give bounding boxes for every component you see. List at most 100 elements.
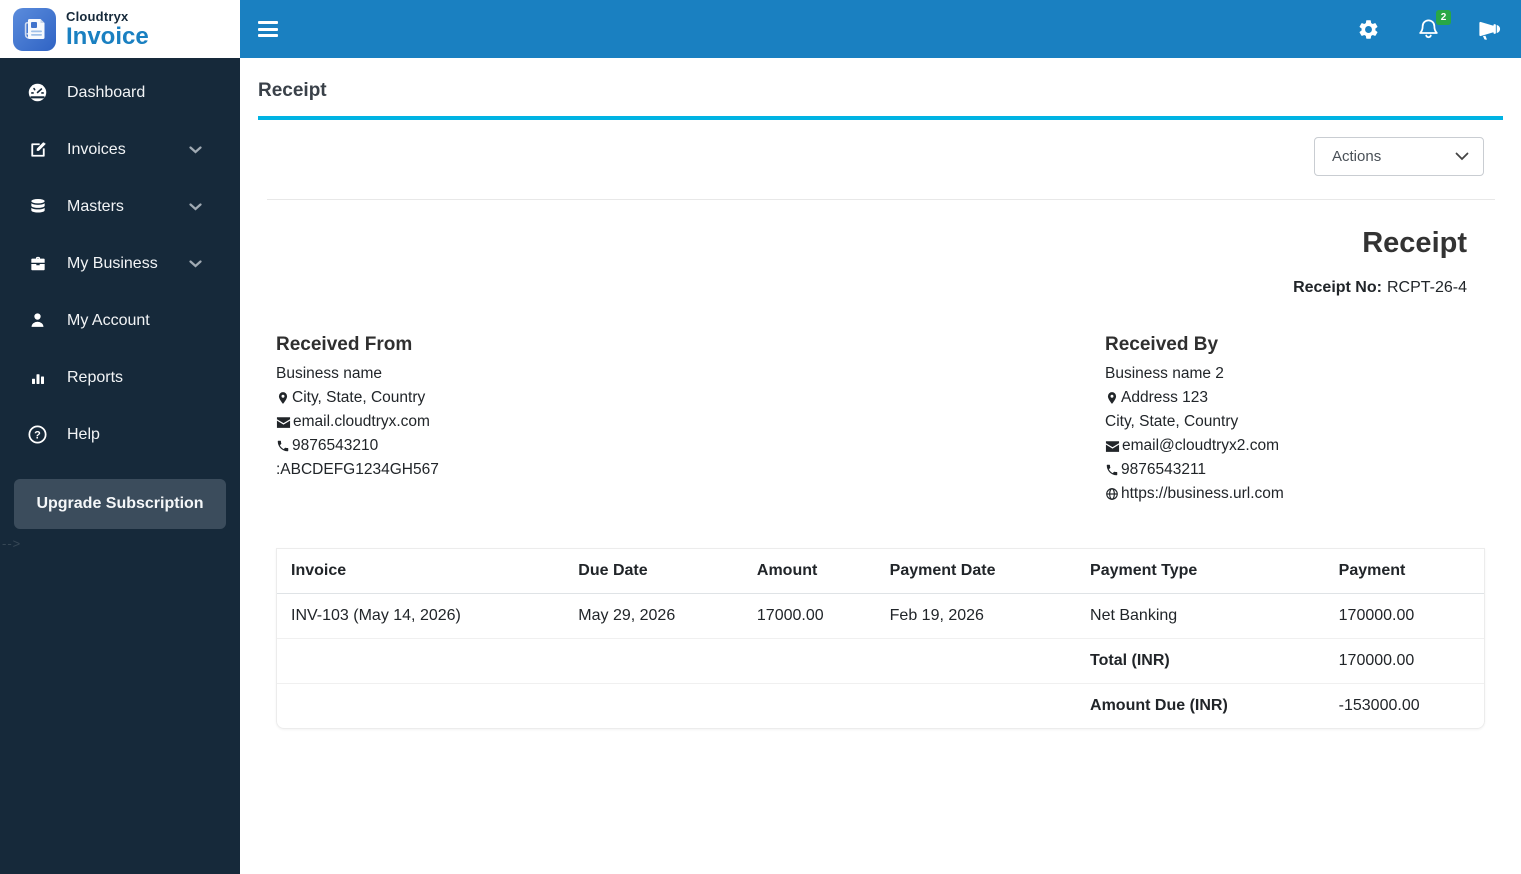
- amount-due-row: Amount Due (INR) -153000.00: [277, 684, 1484, 728]
- chevron-down-icon: [1455, 148, 1469, 165]
- col-due-date: Due Date: [564, 549, 743, 594]
- briefcase-icon: [27, 253, 48, 274]
- settings-gear-icon[interactable]: [1357, 18, 1380, 41]
- chevron-down-icon: [189, 198, 202, 216]
- cell-due-date: May 29, 2026: [564, 594, 743, 639]
- cell-amount: 17000.00: [742, 594, 876, 639]
- section-divider: [267, 199, 1495, 200]
- total-label: Total (INR): [1076, 639, 1325, 684]
- bar-chart-icon: [27, 367, 48, 388]
- total-value: 170000.00: [1324, 639, 1484, 684]
- table-row: INV-103 (May 14, 2026) May 29, 2026 1700…: [277, 594, 1484, 639]
- email-line: email.cloudtryx.com: [276, 410, 656, 434]
- comment-artifact-text: -->: [2, 536, 22, 551]
- received-by-block: Received By Business name 2 Address 123 …: [1105, 334, 1485, 506]
- receipt-number-label: Receipt No:: [1293, 279, 1382, 296]
- sidebar-item-masters[interactable]: Masters: [0, 178, 240, 235]
- sidebar-item-label: Invoices: [67, 140, 126, 158]
- brand-header: Cloudtryx Invoice: [0, 0, 240, 58]
- receipt-toolbar: Actions: [240, 120, 1521, 176]
- brand-name-bottom: Invoice: [66, 22, 149, 50]
- page-title: Receipt: [258, 80, 327, 101]
- help-circle-icon: ?: [27, 424, 48, 445]
- chevron-down-icon: [189, 141, 202, 159]
- phone-line: 9876543211: [1105, 458, 1485, 482]
- address-line: Address 123: [1105, 386, 1485, 410]
- address-line-2: City, State, Country: [1105, 413, 1239, 430]
- upgrade-subscription-button[interactable]: Upgrade Subscription: [14, 479, 226, 529]
- col-payment: Payment: [1324, 549, 1484, 594]
- brand-name: Cloudtryx Invoice: [66, 10, 149, 49]
- topbar: 2: [240, 0, 1521, 58]
- phone-icon: [1106, 464, 1118, 476]
- sidebar: Cloudtryx Invoice Dashboard Invoices: [0, 0, 240, 874]
- main-column: 2 Receipt Actions: [240, 0, 1521, 874]
- address-line: City, State, Country: [276, 386, 656, 410]
- menu-toggle-icon[interactable]: [258, 21, 278, 37]
- sidebar-item-label: My Business: [67, 254, 158, 272]
- sidebar-item-label: My Account: [67, 311, 150, 329]
- received-from-block: Received From Business name City, State,…: [276, 334, 656, 506]
- sidebar-item-my-business[interactable]: My Business: [0, 235, 240, 292]
- svg-text:?: ?: [34, 429, 41, 441]
- email-line: email@cloudtryx2.com: [1105, 434, 1485, 458]
- map-pin-icon: [278, 392, 288, 404]
- sidebar-item-label: Dashboard: [67, 83, 146, 101]
- announcements-megaphone-icon[interactable]: [1477, 16, 1503, 42]
- envelope-icon: [1105, 440, 1120, 452]
- phone-line: 9876543210: [276, 434, 656, 458]
- app-logo-icon: [13, 7, 56, 51]
- receipt-number-value: RCPT-26-4: [1386, 279, 1467, 296]
- tax-id-line: :ABCDEFG1234GH567: [276, 461, 439, 478]
- sidebar-item-label: Help: [67, 425, 100, 443]
- sidebar-item-help[interactable]: ? Help: [0, 406, 240, 463]
- business-name: Business name 2: [1105, 365, 1224, 382]
- envelope-icon: [276, 416, 291, 428]
- table-header-row: Invoice Due Date Amount Payment Date Pay…: [277, 549, 1484, 594]
- accent-divider: [258, 116, 1503, 120]
- chevron-down-icon: [189, 255, 202, 273]
- website-line: https://business.url.com: [1105, 482, 1485, 506]
- sidebar-item-my-account[interactable]: My Account: [0, 292, 240, 349]
- content-area: Receipt Actions Receipt Receipt No: RCPT-…: [240, 58, 1521, 874]
- receipt-document: Receipt Receipt No: RCPT-26-4 Received Fr…: [240, 227, 1521, 729]
- cell-invoice: INV-103 (May 14, 2026): [277, 594, 565, 639]
- col-payment-date: Payment Date: [875, 549, 1077, 594]
- database-icon: [27, 196, 48, 217]
- sidebar-item-label: Masters: [67, 197, 124, 215]
- received-from-heading: Received From: [276, 334, 413, 355]
- notifications-bell-icon[interactable]: 2: [1416, 9, 1451, 42]
- topbar-actions: 2: [1357, 9, 1503, 42]
- receipt-number-line: Receipt No: RCPT-26-4: [276, 279, 1485, 297]
- payments-table: Invoice Due Date Amount Payment Date Pay…: [276, 548, 1485, 729]
- sidebar-item-invoices[interactable]: Invoices: [0, 121, 240, 178]
- cell-payment-date: Feb 19, 2026: [875, 594, 1077, 639]
- col-amount: Amount: [742, 549, 876, 594]
- user-icon: [27, 310, 48, 331]
- sidebar-item-label: Reports: [67, 368, 124, 386]
- sidebar-item-reports[interactable]: Reports: [0, 349, 240, 406]
- actions-dropdown[interactable]: Actions: [1314, 137, 1484, 176]
- received-by-heading: Received By: [1105, 334, 1219, 355]
- sidebar-item-dashboard[interactable]: Dashboard: [0, 64, 240, 121]
- col-payment-type: Payment Type: [1076, 549, 1325, 594]
- phone-icon: [277, 440, 289, 452]
- amount-due-label: Amount Due (INR): [1090, 697, 1228, 714]
- receipt-title: Receipt: [1362, 227, 1467, 259]
- parties-row: Received From Business name City, State,…: [276, 334, 1485, 506]
- map-pin-icon: [1107, 392, 1117, 404]
- brand-name-top: Cloudtryx: [66, 8, 129, 24]
- total-row: Total (INR) 170000.00: [277, 639, 1484, 684]
- globe-icon: [1106, 488, 1118, 500]
- amount-due-value: -153000.00: [1338, 697, 1420, 714]
- edit-square-icon: [27, 139, 48, 160]
- cell-payment: 170000.00: [1324, 594, 1484, 639]
- notification-count-badge: 2: [1436, 9, 1451, 25]
- cell-payment-type: Net Banking: [1076, 594, 1325, 639]
- sidebar-nav: Dashboard Invoices Masters: [0, 58, 240, 463]
- business-name: Business name: [276, 365, 382, 382]
- actions-dropdown-label: Actions: [1332, 148, 1382, 165]
- dashboard-icon: [27, 82, 48, 103]
- col-invoice: Invoice: [277, 549, 565, 594]
